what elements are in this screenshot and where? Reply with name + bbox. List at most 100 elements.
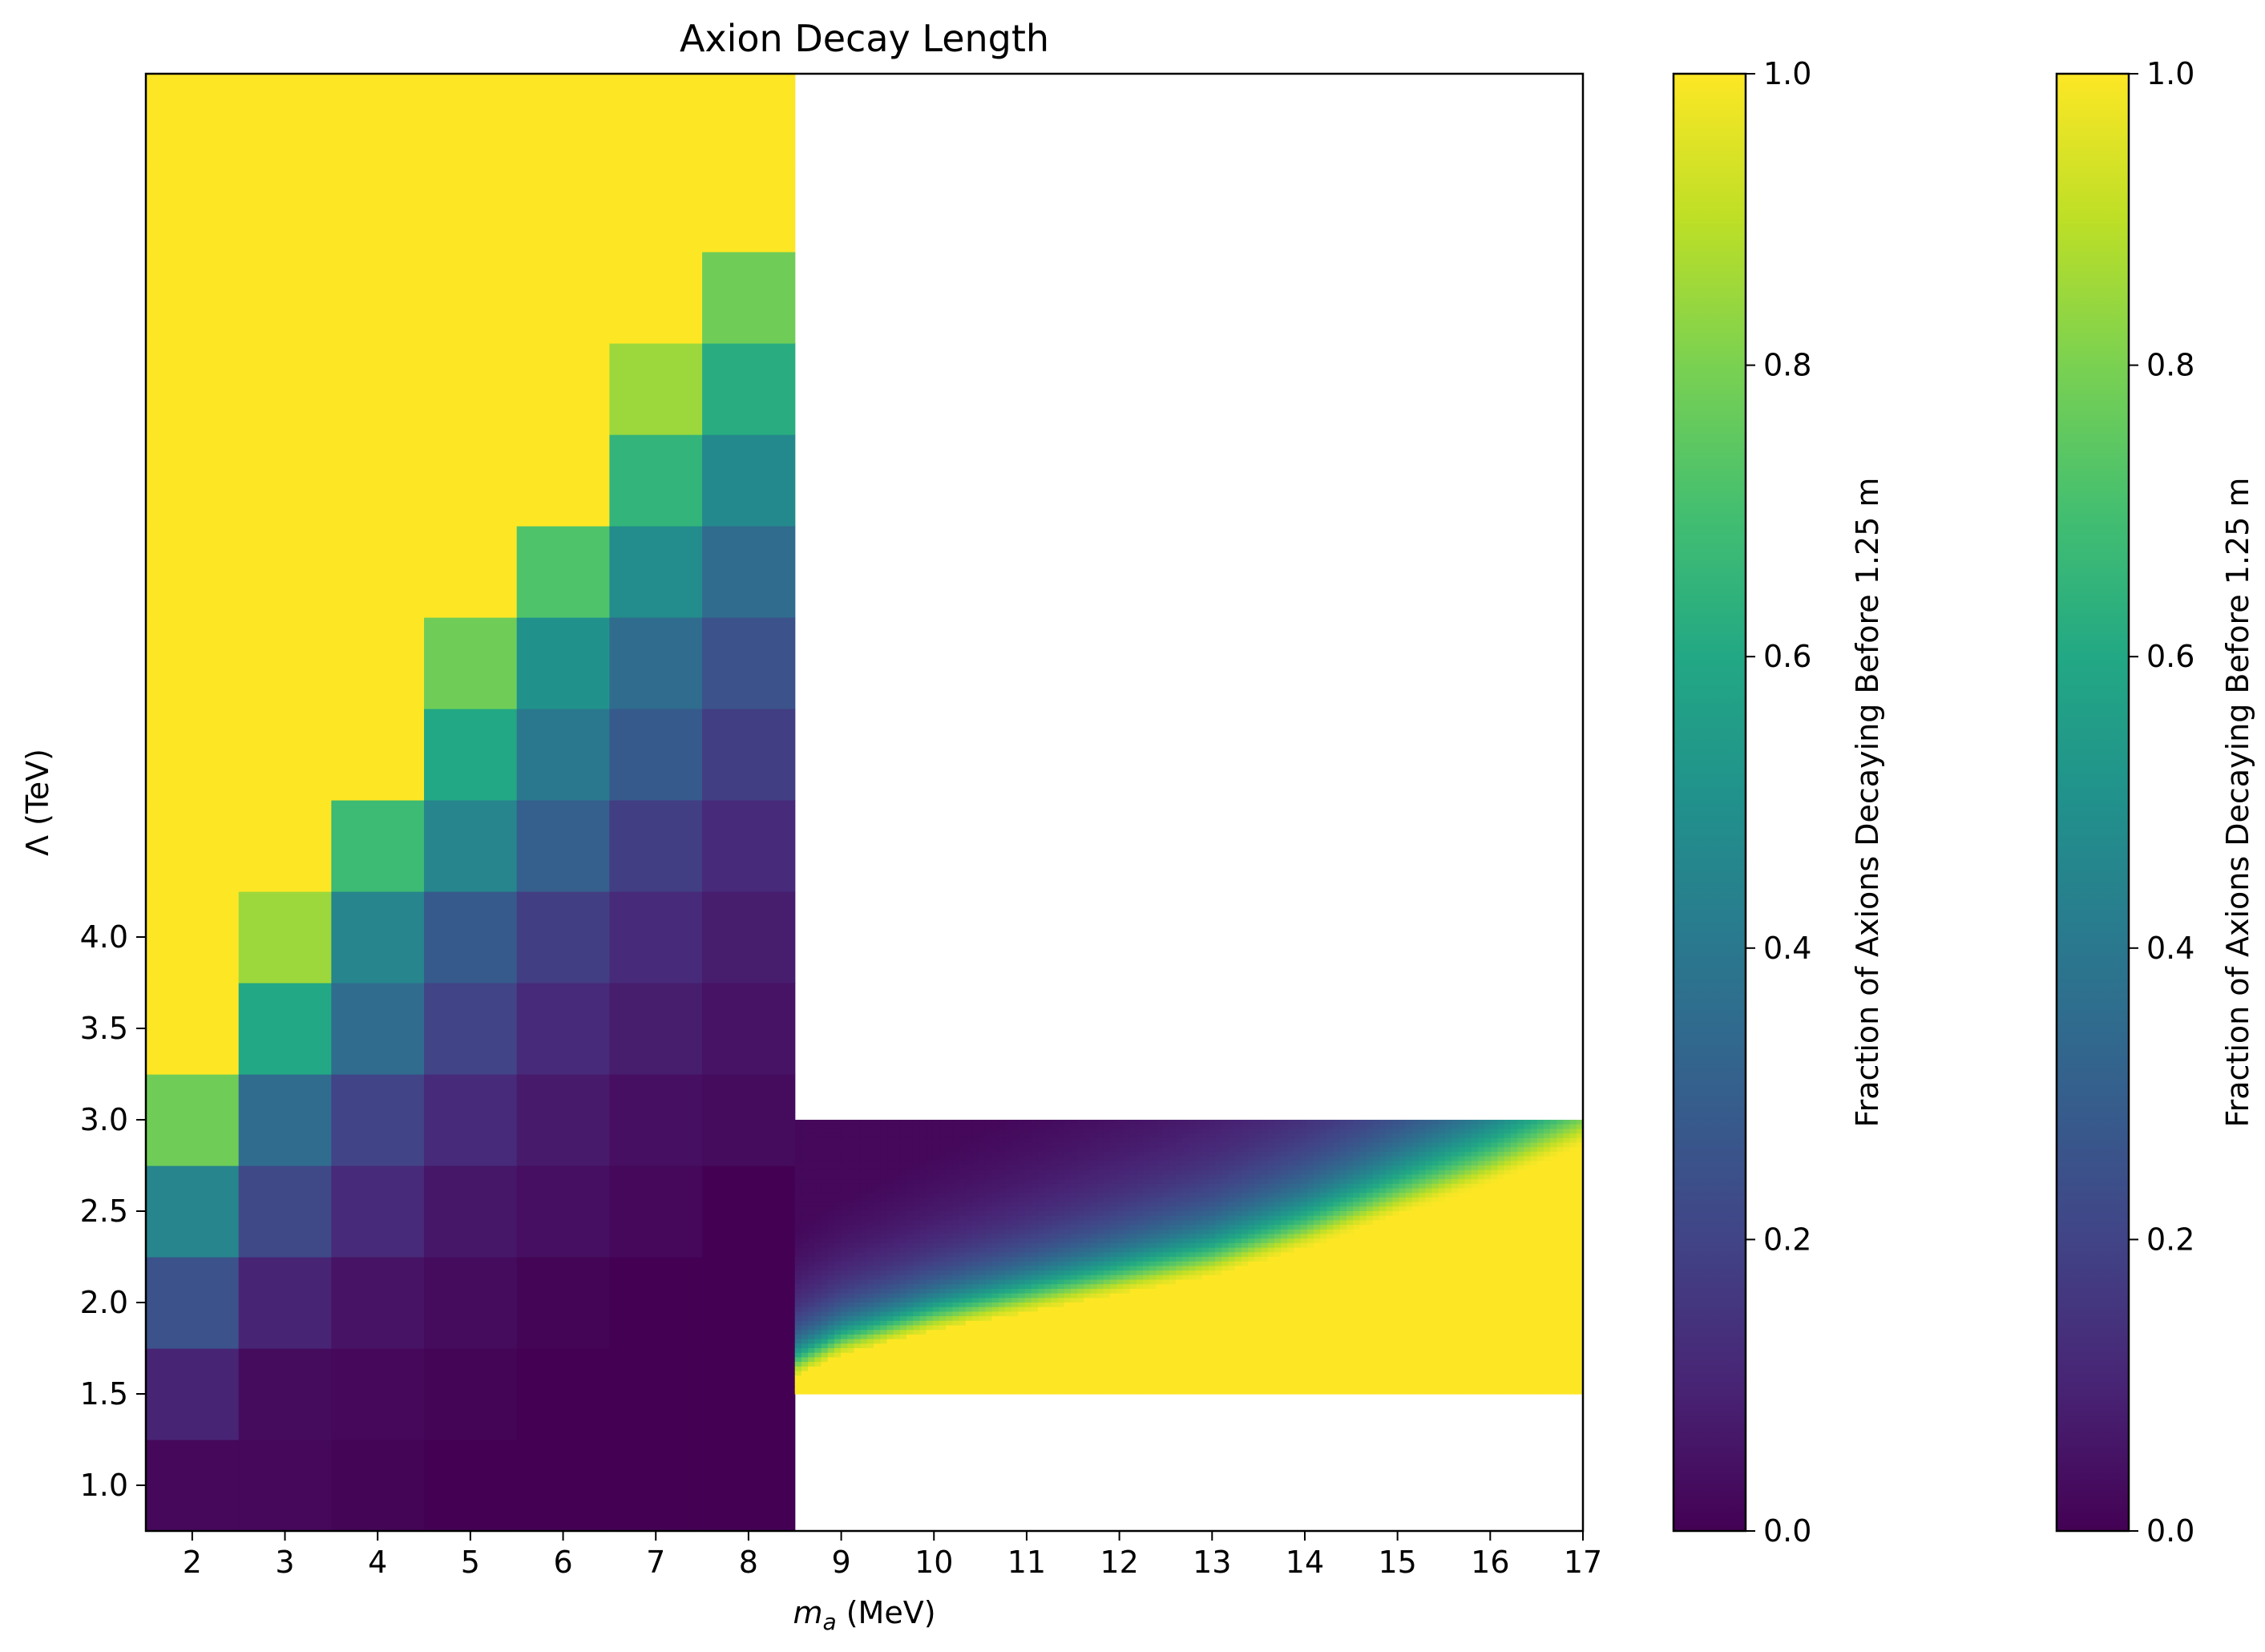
heatmap-cell	[834, 1137, 842, 1144]
heatmap-cell	[886, 1298, 894, 1303]
heatmap-cell	[991, 1303, 999, 1308]
heatmap-cell	[1110, 1339, 1117, 1344]
heatmap-cell	[847, 1193, 855, 1198]
heatmap-cell	[814, 1261, 822, 1266]
heatmap-cell	[1175, 1293, 1183, 1299]
heatmap-cell	[1195, 1220, 1203, 1226]
heatmap-cell	[1064, 1266, 1072, 1271]
heatmap-cell	[1261, 1303, 1269, 1308]
heatmap-cell	[1011, 1288, 1019, 1295]
heatmap-cell	[331, 709, 425, 801]
heatmap-cell	[1314, 1124, 1321, 1129]
heatmap-cell	[880, 1161, 888, 1166]
heatmap-cell	[1300, 1147, 1308, 1153]
heatmap-cell	[1037, 1270, 1045, 1276]
heatmap-cell	[516, 983, 610, 1075]
heatmap-cell	[1096, 1274, 1104, 1281]
heatmap-cell	[1162, 1142, 1170, 1148]
heatmap-cell	[794, 1266, 802, 1271]
heatmap-cell	[1254, 1202, 1262, 1207]
heatmap-cell	[1306, 1133, 1314, 1139]
heatmap-cell	[932, 1211, 940, 1217]
heatmap-cell	[971, 1133, 979, 1139]
heatmap-cell	[860, 1137, 868, 1144]
heatmap-cell	[794, 1197, 802, 1203]
heatmap-cell	[939, 1352, 947, 1358]
heatmap-cell	[1215, 1357, 1222, 1363]
heatmap-cell	[801, 1325, 809, 1331]
heatmap-cell	[1182, 1261, 1189, 1266]
heatmap-cell	[1326, 1147, 1334, 1153]
heatmap-cell	[1274, 1179, 1282, 1185]
heatmap-cell	[1110, 1288, 1117, 1295]
heatmap-cell	[1208, 1174, 1216, 1180]
heatmap-cell	[801, 1142, 809, 1148]
heatmap-cell	[841, 1220, 848, 1226]
heatmap-cell	[1228, 1142, 1236, 1148]
heatmap-cell	[1306, 1124, 1314, 1129]
heatmap-cell	[1195, 1151, 1203, 1157]
heatmap-cell	[146, 1074, 240, 1166]
heatmap-cell	[1004, 1284, 1012, 1290]
heatmap-cell	[874, 1202, 881, 1207]
heatmap-cell	[1149, 1165, 1157, 1171]
heatmap-cell	[1018, 1197, 1026, 1203]
heatmap-cell	[1096, 1206, 1104, 1212]
heatmap-cell	[1201, 1320, 1209, 1327]
heatmap-cell	[965, 1298, 973, 1303]
heatmap-cell	[874, 1325, 881, 1331]
heatmap-cell	[1084, 1389, 1092, 1395]
heatmap-cell	[794, 1137, 802, 1144]
heatmap-cell	[919, 1366, 927, 1372]
heatmap-cell	[1215, 1288, 1222, 1295]
heatmap-cell	[952, 1174, 960, 1180]
heatmap-cell	[1116, 1334, 1124, 1340]
heatmap-cell	[1064, 1279, 1072, 1285]
heatmap-cell	[1129, 1215, 1137, 1221]
heatmap-cell	[880, 1137, 888, 1144]
heatmap-cell	[1129, 1293, 1137, 1299]
heatmap-cell	[821, 1352, 829, 1358]
heatmap-cell	[801, 1316, 809, 1322]
heatmap-cell	[1156, 1270, 1164, 1276]
heatmap-cell	[1011, 1188, 1019, 1194]
heatmap-cell	[1254, 1303, 1262, 1308]
heatmap-cell	[1241, 1165, 1249, 1171]
heatmap-cell	[1320, 1270, 1328, 1276]
heatmap-cell	[1162, 1288, 1170, 1295]
heatmap-cell	[1175, 1161, 1183, 1166]
heatmap-cell	[1274, 1133, 1282, 1139]
heatmap-cell	[847, 1202, 855, 1207]
heatmap-cell	[874, 1169, 881, 1175]
heatmap-cell	[794, 1311, 802, 1317]
heatmap-cell	[1110, 1303, 1117, 1308]
heatmap-cell	[841, 1206, 848, 1212]
heatmap-cell	[886, 1151, 894, 1157]
heatmap-cell	[1274, 1257, 1282, 1262]
heatmap-cell	[794, 1270, 802, 1276]
heatmap-cell	[1234, 1165, 1242, 1171]
heatmap-cell	[1057, 1307, 1065, 1312]
heatmap-cell	[847, 1270, 855, 1276]
heatmap-cell	[1084, 1220, 1092, 1226]
heatmap-cell	[913, 1352, 921, 1358]
heatmap-cell	[1267, 1252, 1275, 1258]
heatmap-cell	[1116, 1211, 1124, 1217]
heatmap-cell	[1195, 1379, 1203, 1386]
heatmap-cell	[1241, 1316, 1249, 1322]
heatmap-cell	[860, 1307, 868, 1312]
heatmap-cell	[1267, 1362, 1275, 1367]
heatmap-cell	[1090, 1215, 1098, 1221]
heatmap-cell	[1057, 1193, 1065, 1198]
heatmap-cell	[1287, 1129, 1295, 1134]
heatmap-cell	[866, 1389, 874, 1395]
heatmap-cell	[1084, 1330, 1092, 1335]
heatmap-cell	[821, 1270, 829, 1276]
heatmap-cell	[1254, 1156, 1262, 1161]
heatmap-cell	[1228, 1334, 1236, 1340]
heatmap-cell	[913, 1174, 921, 1180]
heatmap-cell	[1162, 1169, 1170, 1175]
heatmap-cell	[1084, 1120, 1092, 1125]
heatmap-cell	[609, 74, 703, 161]
heatmap-cell	[886, 1234, 894, 1239]
